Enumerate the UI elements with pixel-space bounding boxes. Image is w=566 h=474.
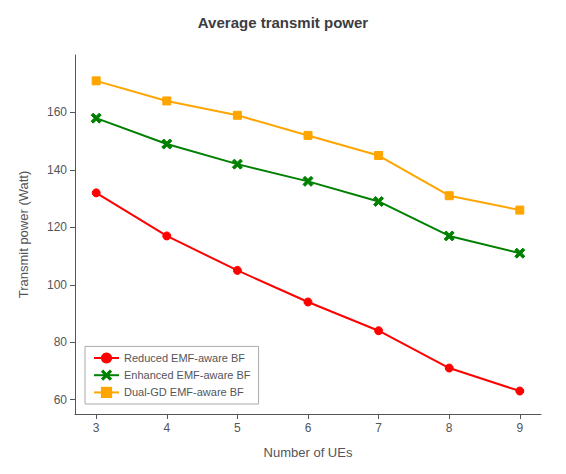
svg-text:160: 160 — [47, 105, 67, 119]
svg-text:7: 7 — [375, 421, 382, 435]
svg-text:5: 5 — [234, 421, 241, 435]
svg-text:100: 100 — [47, 278, 67, 292]
svg-text:Reduced EMF-aware BF: Reduced EMF-aware BF — [124, 352, 245, 364]
svg-text:Average transmit power: Average transmit power — [198, 14, 368, 31]
svg-text:Dual-GD EMF-aware BF: Dual-GD EMF-aware BF — [124, 386, 244, 398]
svg-text:120: 120 — [47, 220, 67, 234]
svg-text:Transmit power (Watt): Transmit power (Watt) — [16, 171, 31, 299]
svg-text:Enhanced EMF-aware BF: Enhanced EMF-aware BF — [124, 369, 251, 381]
svg-text:Number of UEs: Number of UEs — [264, 445, 353, 460]
svg-text:60: 60 — [54, 393, 68, 407]
svg-text:9: 9 — [516, 421, 523, 435]
svg-text:4: 4 — [163, 421, 170, 435]
svg-text:8: 8 — [446, 421, 453, 435]
svg-text:6: 6 — [305, 421, 312, 435]
svg-text:140: 140 — [47, 163, 67, 177]
svg-text:3: 3 — [93, 421, 100, 435]
svg-text:80: 80 — [54, 335, 68, 349]
